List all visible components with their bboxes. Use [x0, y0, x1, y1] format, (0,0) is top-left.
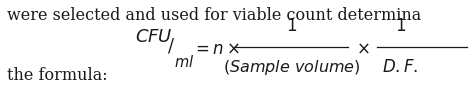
Text: $\it{D.F.}$: $\it{D.F.}$	[383, 59, 419, 77]
Text: $\it{ml}$: $\it{ml}$	[174, 54, 195, 70]
Text: $= n\times$: $= n\times$	[192, 41, 240, 58]
Text: /: /	[168, 37, 174, 55]
Text: $\times$: $\times$	[356, 41, 369, 58]
Text: $\it{(Sample\ volume)}$: $\it{(Sample\ volume)}$	[223, 59, 360, 77]
Text: the formula:: the formula:	[7, 67, 108, 84]
Text: were selected and used for viable count determina: were selected and used for viable count …	[7, 7, 421, 24]
Text: $1$: $1$	[286, 18, 297, 35]
Text: $1$: $1$	[395, 18, 406, 35]
Text: $\it{CFU}$: $\it{CFU}$	[135, 28, 173, 46]
